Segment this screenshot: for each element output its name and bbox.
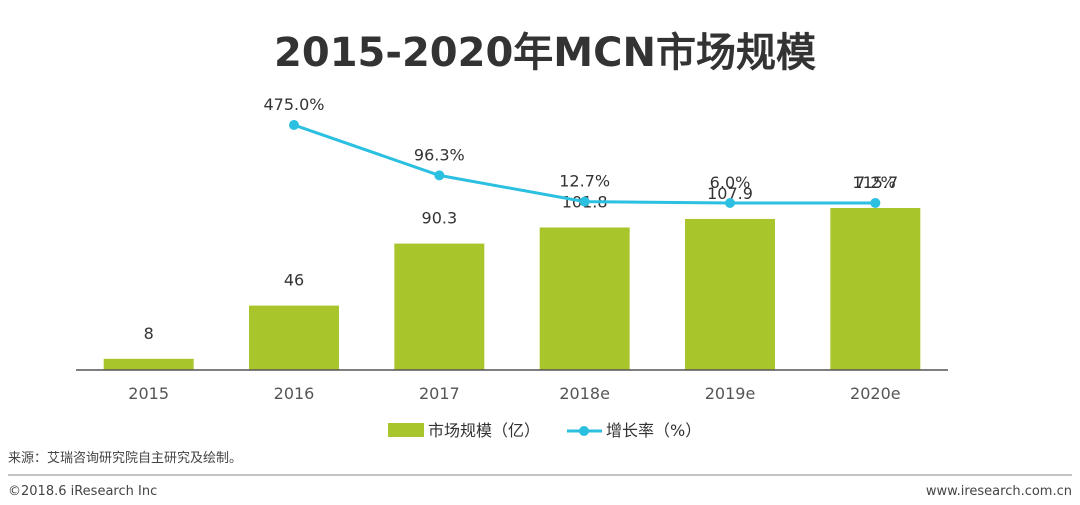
x-tick-2015: 2015: [128, 384, 169, 403]
growth-label-2017: 96.3%: [414, 145, 465, 164]
x-tick-2018e: 2018e: [559, 384, 610, 403]
bar-value-label-2016: 46: [284, 271, 304, 290]
bar-value-label-2015: 8: [144, 324, 154, 343]
bar-value-label-2017: 90.3: [422, 209, 458, 228]
bar-2020e: [830, 208, 921, 370]
bar-value-label-2019e: 107.9: [707, 184, 753, 203]
bar-2016: [249, 305, 339, 370]
legend-bar-label: 市场规模（亿）: [428, 421, 540, 440]
legend-line-label: 增长率（%）: [606, 421, 701, 440]
x-tick-2017: 2017: [419, 384, 460, 403]
growth-line: [293, 123, 876, 205]
chart-title: 2015-2020年MCN市场规模: [274, 30, 816, 76]
growth-label-2020e: 7.2%: [855, 173, 896, 192]
growth-labels-layer: 475.0% 96.3% 12.7% 6.0% 7.2%: [263, 95, 895, 192]
legend-bar-swatch: [388, 423, 424, 437]
x-tick-2020e: 2020e: [850, 384, 901, 403]
bar-2015: [103, 358, 194, 370]
legend-line-dot: [579, 426, 589, 436]
growth-line-layer: [289, 120, 881, 208]
growth-point-2017: [434, 170, 445, 181]
x-tick-2019e: 2019e: [705, 384, 756, 403]
growth-point-2019e: [725, 198, 735, 208]
bars-layer: [103, 208, 921, 370]
x-tick-labels: 2015 2016 2017 2018e 2019e 2020e: [128, 384, 900, 403]
bar-2018e: [539, 227, 630, 370]
copyright-text: ©2018.6 iResearch Inc: [8, 484, 157, 499]
growth-point-2018e: [579, 196, 590, 207]
legend: 市场规模（亿） 增长率（%）: [388, 421, 701, 440]
bar-2019e: [685, 218, 775, 370]
growth-label-2019e: 6.0%: [710, 173, 751, 192]
growth-label-2018e: 12.7%: [559, 172, 610, 191]
growth-point-2016: [289, 120, 299, 130]
bar-2017: [394, 243, 485, 370]
x-tick-2016: 2016: [274, 384, 315, 403]
website-text: www.iresearch.com.cn: [926, 484, 1072, 499]
growth-point-2020e: [870, 197, 881, 208]
bar-value-label-2020e: 115.7: [852, 173, 898, 192]
growth-label-2016: 475.0%: [263, 95, 324, 114]
source-note: 来源：艾瑞咨询研究院自主研究及绘制。: [8, 451, 242, 466]
